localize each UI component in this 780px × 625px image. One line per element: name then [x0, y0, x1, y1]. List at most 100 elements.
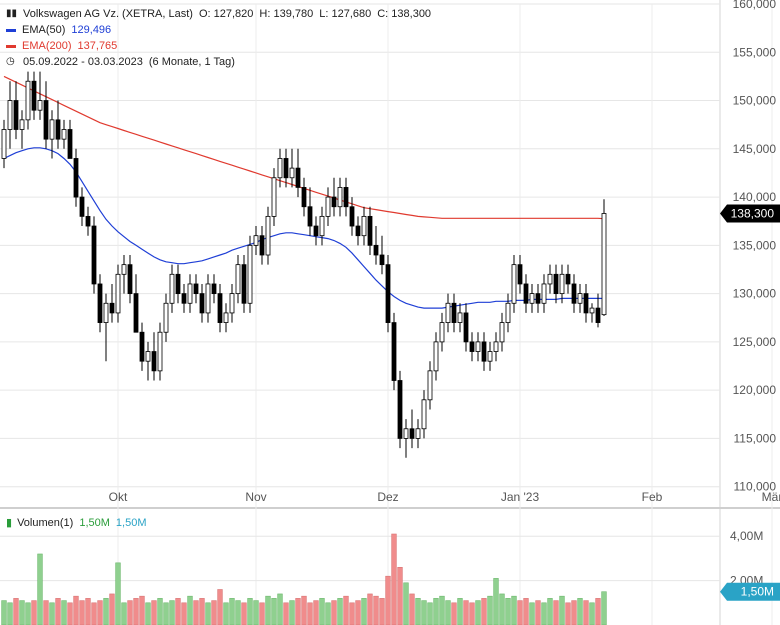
- candle: [451, 293, 457, 333]
- candle: [445, 293, 451, 333]
- legend-title-row: ▮▮ Volkswagen AG Vz. (XETRA, Last) O: 12…: [6, 6, 431, 22]
- candle: [589, 303, 595, 323]
- legend-ema50-row[interactable]: EMA(50) 129,496: [6, 22, 431, 38]
- volume-value: 1,50M: [79, 516, 110, 529]
- candle: [469, 332, 475, 362]
- volume-bar: [457, 598, 463, 625]
- chart-type-icon[interactable]: ▮▮: [6, 8, 18, 19]
- ema200-value: 137,765: [77, 40, 118, 52]
- volume-bar: [367, 593, 373, 625]
- candle: [55, 100, 61, 149]
- ema50-path: [3, 147, 605, 309]
- volume-bar: [61, 600, 67, 625]
- volume-bar: [487, 595, 493, 625]
- volume-value-2: 1,50M: [115, 516, 147, 529]
- candle: [415, 419, 421, 449]
- volume-icon: ▮: [6, 517, 13, 529]
- candle: [601, 199, 607, 317]
- close-value: C: 138,300: [377, 8, 432, 20]
- volume-bar: [67, 602, 73, 625]
- candle: [295, 148, 301, 198]
- low-value: L: 127,680: [319, 8, 372, 20]
- volume-bar: [481, 598, 487, 625]
- price-tick-label: 130,000: [733, 287, 777, 301]
- candle: [223, 303, 229, 333]
- volume-last-label: 1,50M: [741, 585, 774, 599]
- candle: [247, 235, 253, 313]
- legend-period-row: ◷ 05.09.2022 - 03.03.2023 (6 Monate, 1 T…: [6, 54, 431, 70]
- ema50-swatch: [6, 28, 16, 32]
- candle: [517, 255, 523, 294]
- candle: [529, 283, 535, 313]
- price-tick-label: 160,000: [733, 0, 777, 11]
- volume-bar: [433, 598, 439, 625]
- candle: [205, 274, 211, 323]
- candle: [301, 177, 307, 217]
- volume-bars: [1, 533, 607, 625]
- volume-bar: [253, 600, 259, 625]
- candle: [163, 293, 169, 342]
- volume-bar: [97, 600, 103, 625]
- volume-bar: [277, 593, 283, 625]
- volume-bar: [499, 593, 505, 625]
- volume-bar: [19, 600, 25, 625]
- volume-bar: [391, 533, 397, 625]
- candle: [505, 293, 511, 333]
- volume-bar: [55, 598, 61, 625]
- volume-bar: [601, 591, 607, 625]
- candle: [67, 119, 73, 159]
- price-tick-label: 140,000: [733, 190, 777, 204]
- candle: [265, 206, 271, 265]
- candles: [1, 71, 607, 458]
- candle: [331, 177, 337, 217]
- candle: [1, 119, 7, 169]
- candle: [583, 283, 589, 323]
- open-value: O: 127,820: [198, 8, 254, 20]
- volume-bar: [355, 600, 361, 625]
- last-price-badge: 138,300: [720, 204, 780, 223]
- price-tick-label: 150,000: [733, 94, 777, 108]
- candle: [355, 216, 361, 246]
- volume-bar: [517, 600, 523, 625]
- candle: [115, 264, 121, 323]
- candle: [283, 148, 289, 188]
- volume-bar: [49, 602, 55, 625]
- candle: [361, 206, 367, 246]
- volume-tick-label: 4,00M: [730, 529, 763, 543]
- candle: [571, 274, 577, 313]
- volume-bar: [163, 602, 169, 625]
- last-price-label: 138,300: [731, 206, 775, 220]
- volume-bar: [565, 602, 571, 625]
- volume-bar: [229, 598, 235, 625]
- legend-ema200-row[interactable]: EMA(200) 137,765: [6, 38, 431, 54]
- volume-bar: [7, 602, 13, 625]
- ema200-label: EMA(200): [22, 40, 72, 52]
- candle: [463, 303, 469, 352]
- candle: [169, 264, 175, 313]
- volume-bar: [115, 562, 121, 625]
- volume-label: Volumen(1): [17, 516, 74, 529]
- volume-bar: [361, 598, 367, 625]
- volume-bar: [451, 602, 457, 625]
- candle: [13, 81, 19, 140]
- candle: [409, 409, 415, 449]
- volume-bar: [205, 602, 211, 625]
- volume-bar: [127, 600, 133, 625]
- volume-bar: [13, 598, 19, 625]
- volume-bar: [439, 595, 445, 625]
- time-tick-label: Dez: [377, 490, 398, 504]
- volume-bar: [1, 600, 7, 625]
- candle: [145, 341, 151, 381]
- candle: [535, 283, 541, 313]
- volume-bar: [349, 602, 355, 625]
- volume-bar: [319, 598, 325, 625]
- volume-bar: [469, 602, 475, 625]
- volume-bar: [295, 598, 301, 625]
- volume-bar: [445, 600, 451, 625]
- candle: [175, 264, 181, 304]
- candle: [133, 274, 139, 333]
- volume-legend: ▮ Volumen(1) 1,50M 1,50M: [6, 516, 147, 530]
- candle: [385, 255, 391, 333]
- candle: [289, 148, 295, 188]
